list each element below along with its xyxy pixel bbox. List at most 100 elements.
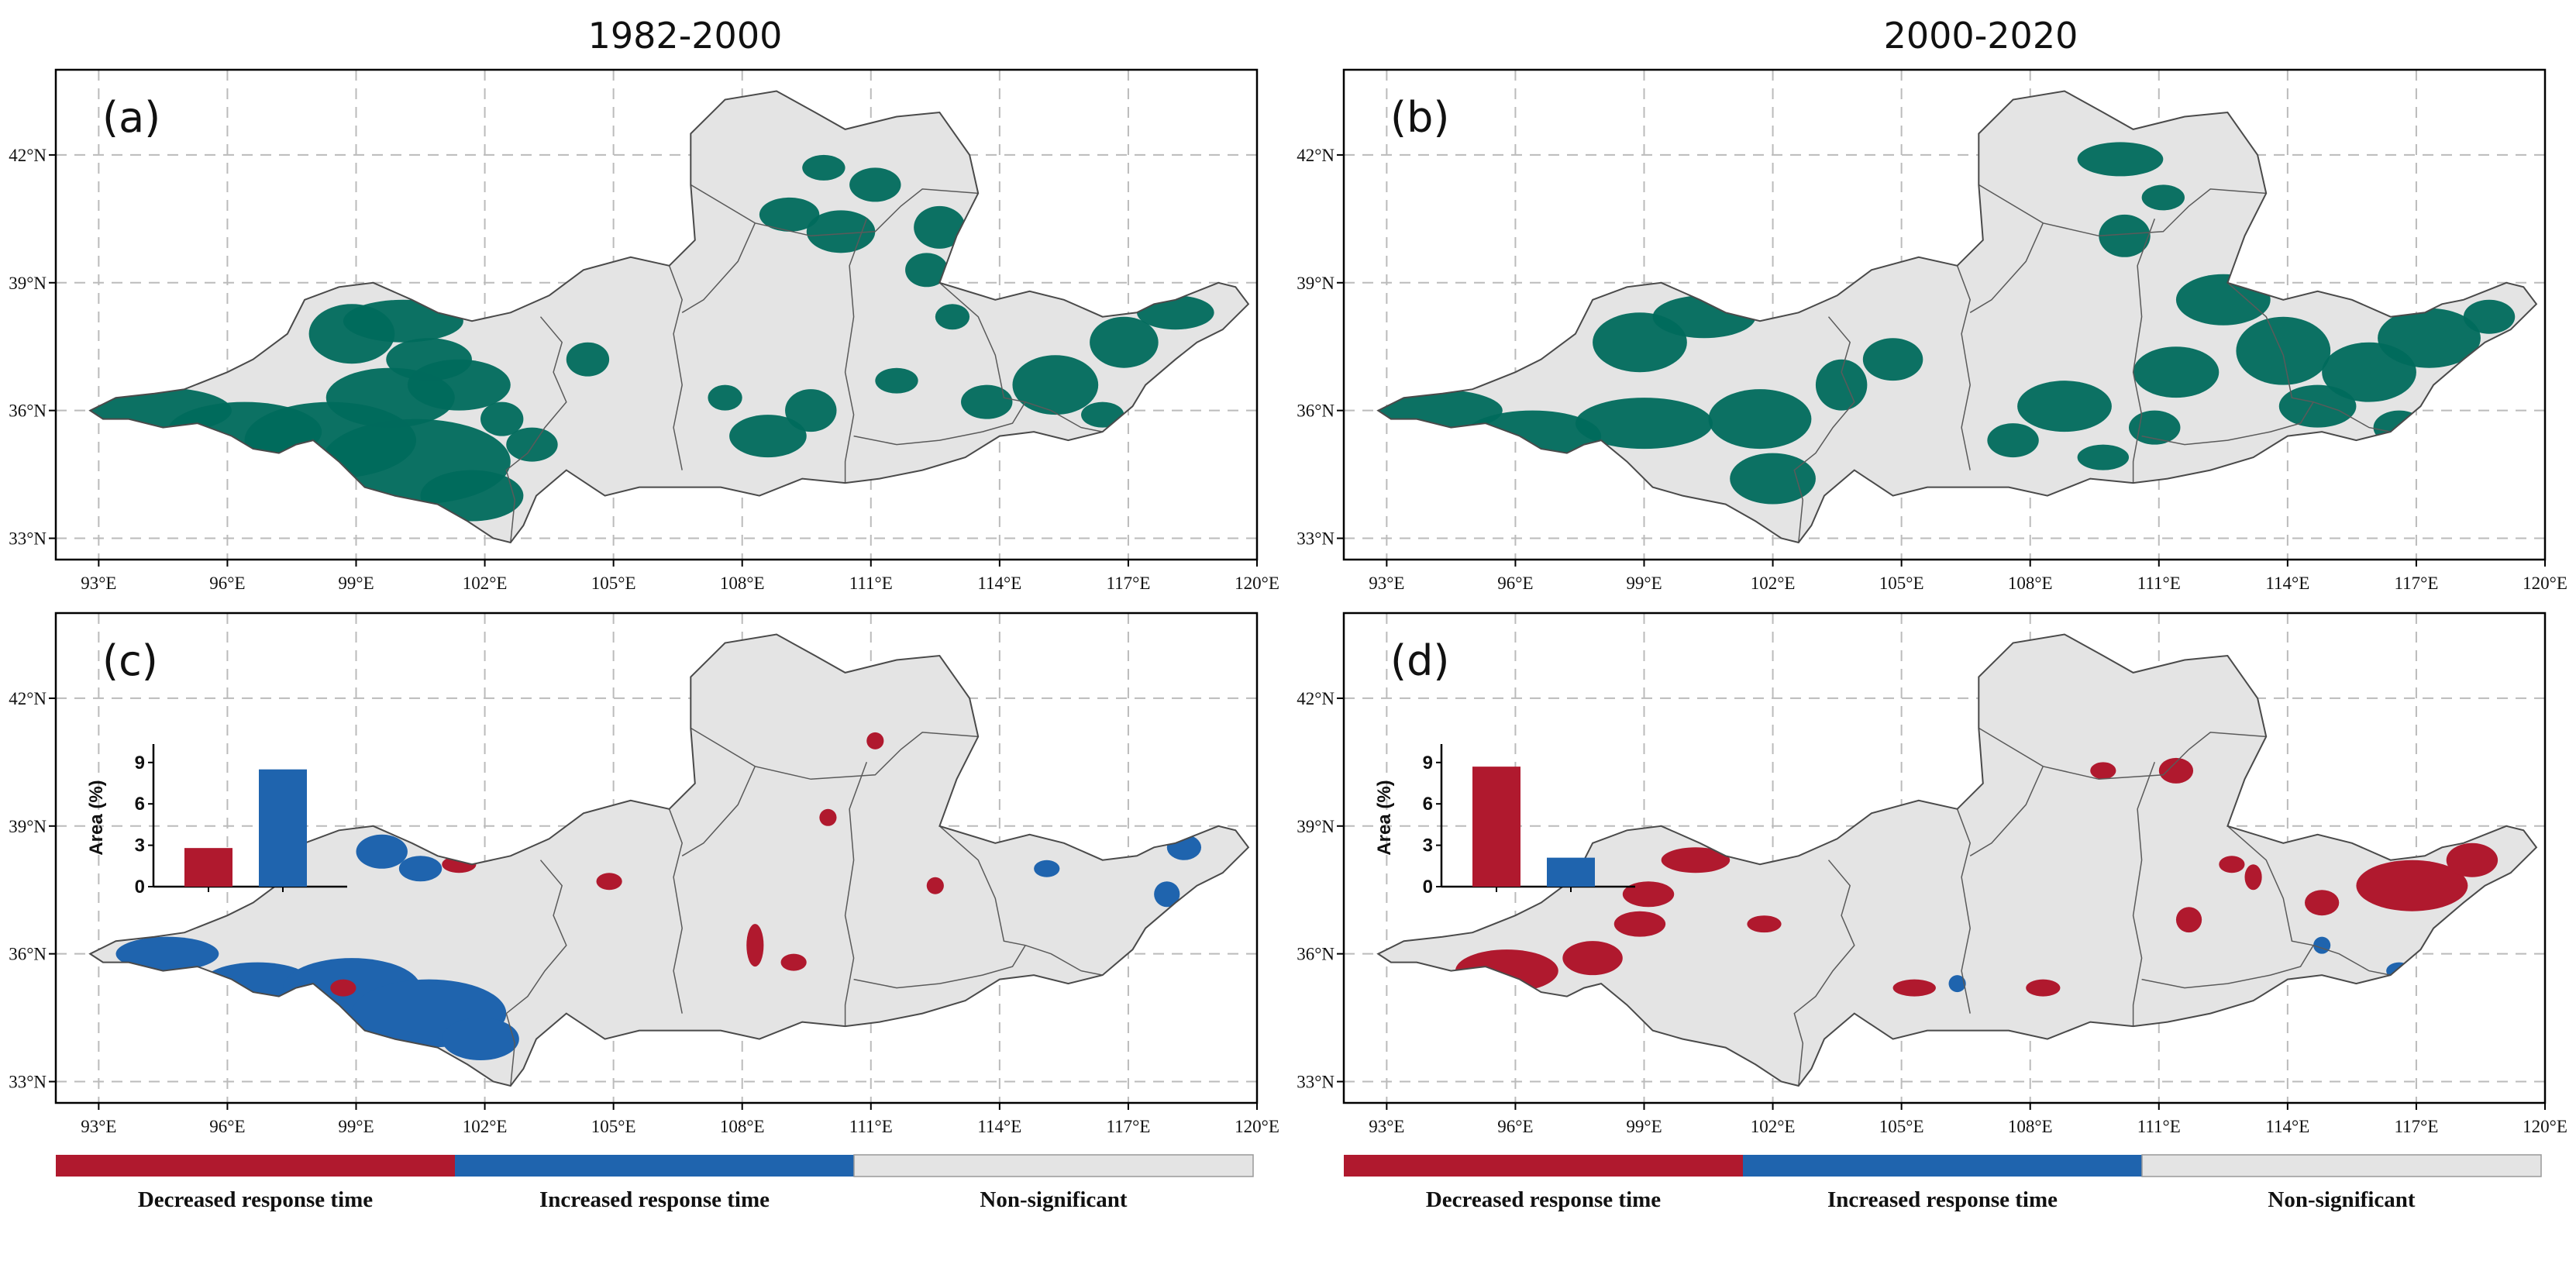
significant-patch xyxy=(2236,316,2331,385)
lon-tick-label: 99°E xyxy=(338,574,374,593)
significant-patch xyxy=(2077,142,2164,177)
lon-tick-label: 105°E xyxy=(591,1117,636,1136)
province-border xyxy=(2141,945,2314,989)
lon-tick-label: 105°E xyxy=(591,574,636,593)
column-title-right: 2000-2020 xyxy=(1884,15,2078,57)
lon-tick-label: 102°E xyxy=(463,1117,508,1136)
basin-outline xyxy=(1376,90,2538,544)
lat-tick-label: 33°N xyxy=(1297,1073,1334,1092)
significant-patch xyxy=(506,427,558,462)
lon-tick-label: 96°E xyxy=(1497,1117,1533,1136)
province-border xyxy=(1793,860,1855,1086)
increased-patch xyxy=(356,834,408,869)
significant-patch xyxy=(2373,410,2425,445)
lon-tick-label: 114°E xyxy=(2265,1117,2309,1136)
basin-region xyxy=(90,91,1248,543)
significant-patch xyxy=(1862,338,1923,381)
lon-tick-label: 120°E xyxy=(1235,1117,1279,1136)
map-frame xyxy=(1342,68,2547,561)
significant-patch xyxy=(1090,316,1159,368)
legend-label: Increased response time xyxy=(539,1187,770,1212)
lon-tick-label: 93°E xyxy=(1369,1117,1404,1136)
lon-tick-label: 111°E xyxy=(849,1117,893,1136)
map-panel-c: 93°E 96°E 99°E 102°E 105°E 108°E 111°E 114°E 117… xyxy=(9,612,1279,1136)
basin-outline xyxy=(88,90,1250,544)
decreased-patch xyxy=(2158,757,2194,784)
lon-tick-label: 120°E xyxy=(2523,574,2567,593)
increased-patch xyxy=(1742,834,1760,843)
province-border xyxy=(505,860,567,1086)
lon-tick-label: 99°E xyxy=(1626,1117,1662,1136)
province-border xyxy=(853,945,1026,989)
province-border xyxy=(844,762,868,1027)
legend-label: Decreased response time xyxy=(138,1187,373,1212)
lon-tick-label: 96°E xyxy=(209,1117,245,1136)
lat-tick-label: 39°N xyxy=(9,817,46,836)
decreased-patch xyxy=(1661,847,1731,873)
lon-tick-label: 114°E xyxy=(977,1117,1021,1136)
province-border xyxy=(668,808,683,1014)
lon-tick-label: 99°E xyxy=(1626,574,1662,593)
increased-patch xyxy=(1948,975,1966,993)
decreased-patch xyxy=(1622,881,1675,908)
inset-y-tick-label: 9 xyxy=(1423,753,1433,773)
inset-bar xyxy=(1547,857,1595,887)
map-frame xyxy=(1342,612,2547,1104)
decreased-patch xyxy=(2219,856,2245,873)
panel-label: (a) xyxy=(102,93,160,142)
significant-patch xyxy=(875,367,918,394)
lon-tick-label: 93°E xyxy=(1369,574,1404,593)
significant-patch xyxy=(2175,274,2271,326)
province-border xyxy=(2226,825,2391,976)
significant-patch xyxy=(961,384,1013,419)
lat-tick-label: 33°N xyxy=(1297,529,1334,549)
lon-tick-label: 105°E xyxy=(1879,1117,1924,1136)
significant-patch xyxy=(914,205,966,249)
legend-right: Decreased response time Increased respons… xyxy=(1344,1154,2542,1212)
basin-region xyxy=(1378,634,2536,1086)
lon-tick-label: 120°E xyxy=(1235,574,1279,593)
significant-patch xyxy=(480,401,524,436)
basin-outline xyxy=(1376,633,2538,1087)
map-panel-d: 93°E 96°E 99°E 102°E 105°E 108°E 111°E 114°E 117… xyxy=(1297,612,2567,1136)
significant-patch xyxy=(802,154,845,181)
increased-patch xyxy=(2386,962,2412,980)
significant-patch xyxy=(1137,295,1214,330)
significant-patch xyxy=(2133,346,2220,398)
legend-label: Non-significant xyxy=(2268,1187,2415,1212)
inset-y-tick-label: 9 xyxy=(135,753,145,773)
lat-tick-label: 39°N xyxy=(9,274,46,293)
basin-region xyxy=(1378,91,2536,543)
province-border xyxy=(681,222,756,313)
lat-tick-label: 42°N xyxy=(9,689,46,708)
significant-patch xyxy=(2017,381,2112,432)
significant-patch xyxy=(2129,410,2181,445)
decreased-patch xyxy=(1613,911,1666,937)
column-title-left: 1982-2000 xyxy=(588,15,783,57)
decreased-patch xyxy=(2244,864,2262,891)
legend-swatch xyxy=(455,1155,854,1177)
decreased-patch xyxy=(1747,915,1782,933)
basin-outline xyxy=(88,633,1250,1087)
decreased-patch xyxy=(330,979,356,997)
significant-patch xyxy=(2278,384,2357,428)
significant-patch xyxy=(1575,398,1713,450)
significant-patch xyxy=(708,384,742,411)
lon-tick-label: 96°E xyxy=(1497,574,1533,593)
lon-tick-label: 96°E xyxy=(209,574,245,593)
inset-bar xyxy=(1472,767,1520,887)
lat-tick-label: 39°N xyxy=(1297,274,1334,293)
lat-tick-label: 42°N xyxy=(1297,689,1334,708)
decreased-patch xyxy=(780,953,807,971)
decreased-patch xyxy=(2090,762,2116,780)
decreased-patch xyxy=(2356,860,2468,911)
increased-patch xyxy=(956,804,983,822)
province-border xyxy=(1793,316,1855,543)
legend-label: Non-significant xyxy=(980,1187,1127,1212)
significant-patch xyxy=(785,389,837,432)
inset-y-tick-label: 0 xyxy=(135,877,145,898)
panel-label: (c) xyxy=(102,636,158,685)
significant-patch xyxy=(1708,389,1812,450)
lat-tick-label: 42°N xyxy=(1297,146,1334,165)
decreased-patch xyxy=(2446,842,2499,877)
